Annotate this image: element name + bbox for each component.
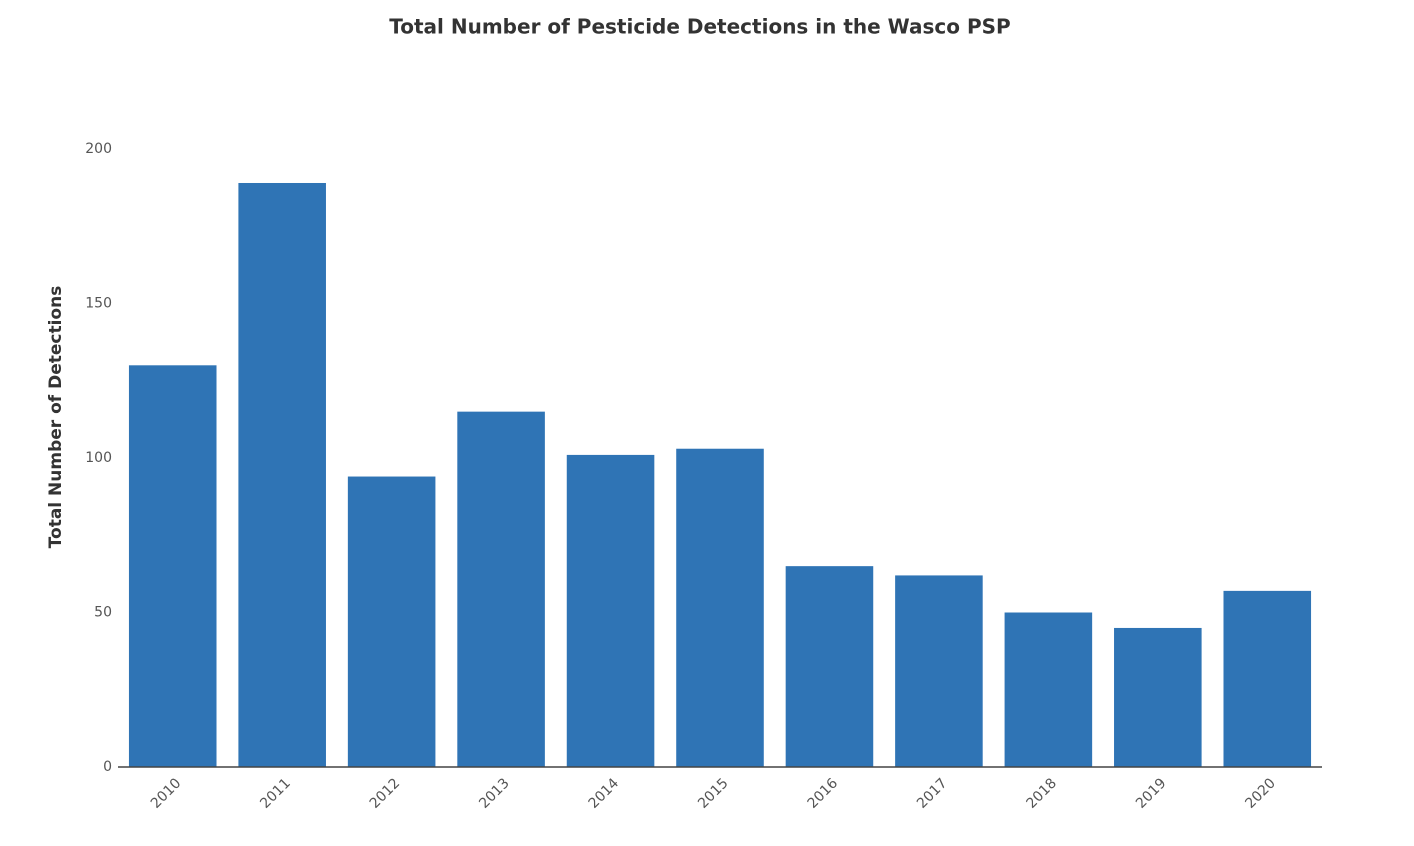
bar bbox=[128, 365, 217, 767]
x-tick-label: 2012 bbox=[367, 775, 404, 812]
x-tick-label: 2014 bbox=[586, 775, 623, 812]
x-tick-label: 2011 bbox=[257, 775, 294, 812]
bar bbox=[785, 566, 874, 767]
x-tick-label: 2013 bbox=[476, 775, 513, 812]
y-tick-label: 100 bbox=[85, 450, 112, 466]
bar bbox=[238, 182, 326, 768]
x-tick-label: 2019 bbox=[1133, 775, 1170, 812]
x-tick-label: 2015 bbox=[695, 775, 732, 812]
bar bbox=[1114, 627, 1202, 767]
bar bbox=[457, 411, 545, 767]
bar bbox=[566, 454, 655, 767]
y-tick-label: 150 bbox=[85, 296, 112, 312]
y-axis-title: Total Number of Detections bbox=[46, 286, 66, 549]
bar bbox=[1004, 612, 1093, 767]
y-tick-label: 200 bbox=[85, 141, 112, 157]
y-tick-label: 0 bbox=[103, 759, 112, 775]
x-tick-label: 2010 bbox=[148, 775, 185, 812]
x-tick-label: 2018 bbox=[1024, 775, 1061, 812]
bar bbox=[1223, 590, 1312, 767]
x-tick-label: 2020 bbox=[1242, 775, 1279, 812]
bar bbox=[347, 476, 436, 767]
x-tick-label: 2016 bbox=[805, 775, 842, 812]
y-tick-label: 50 bbox=[94, 605, 112, 621]
bar bbox=[895, 575, 983, 767]
x-tick-label: 2017 bbox=[914, 775, 951, 812]
chart-title: Total Number of Pesticide Detections in … bbox=[389, 15, 1010, 39]
bar bbox=[676, 448, 764, 767]
